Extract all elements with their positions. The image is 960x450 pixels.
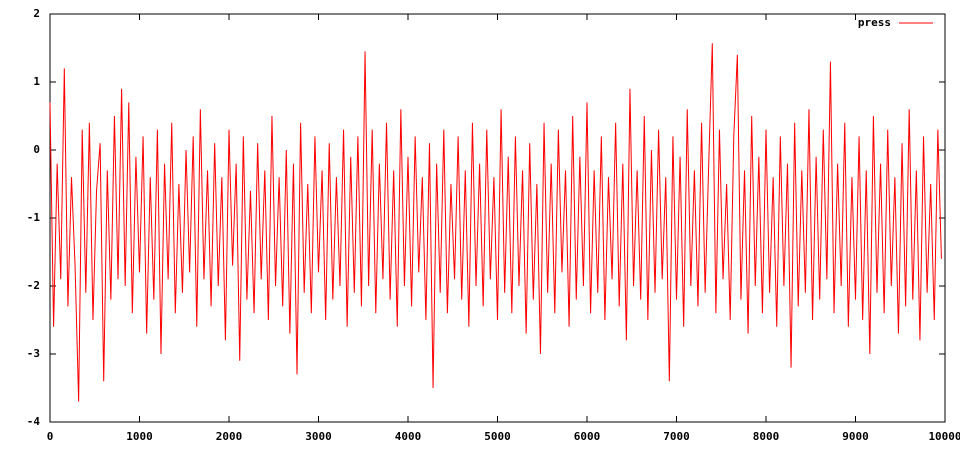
x-tick-label: 1000 (126, 430, 153, 443)
x-tick-label: 8000 (753, 430, 780, 443)
y-tick-label: 2 (33, 7, 40, 20)
x-tick-label: 0 (47, 430, 54, 443)
x-tick-label: 9000 (842, 430, 869, 443)
x-tick-label: 7000 (663, 430, 690, 443)
x-tick-label: 2000 (216, 430, 243, 443)
x-tick-label: 6000 (574, 430, 601, 443)
y-tick-label: -1 (27, 211, 41, 224)
data-line (49, 43, 942, 402)
x-tick-label: 4000 (395, 430, 422, 443)
y-tick-label: -4 (27, 415, 41, 428)
y-tick-label: 0 (33, 143, 40, 156)
x-tick-label: 5000 (484, 430, 511, 443)
x-tick-label: 3000 (305, 430, 332, 443)
y-tick-label: -2 (27, 279, 40, 292)
y-tick-label: 1 (33, 75, 40, 88)
y-tick-label: -3 (27, 347, 40, 360)
x-tick-label: 10000 (928, 430, 960, 443)
legend-label: press (858, 16, 891, 29)
